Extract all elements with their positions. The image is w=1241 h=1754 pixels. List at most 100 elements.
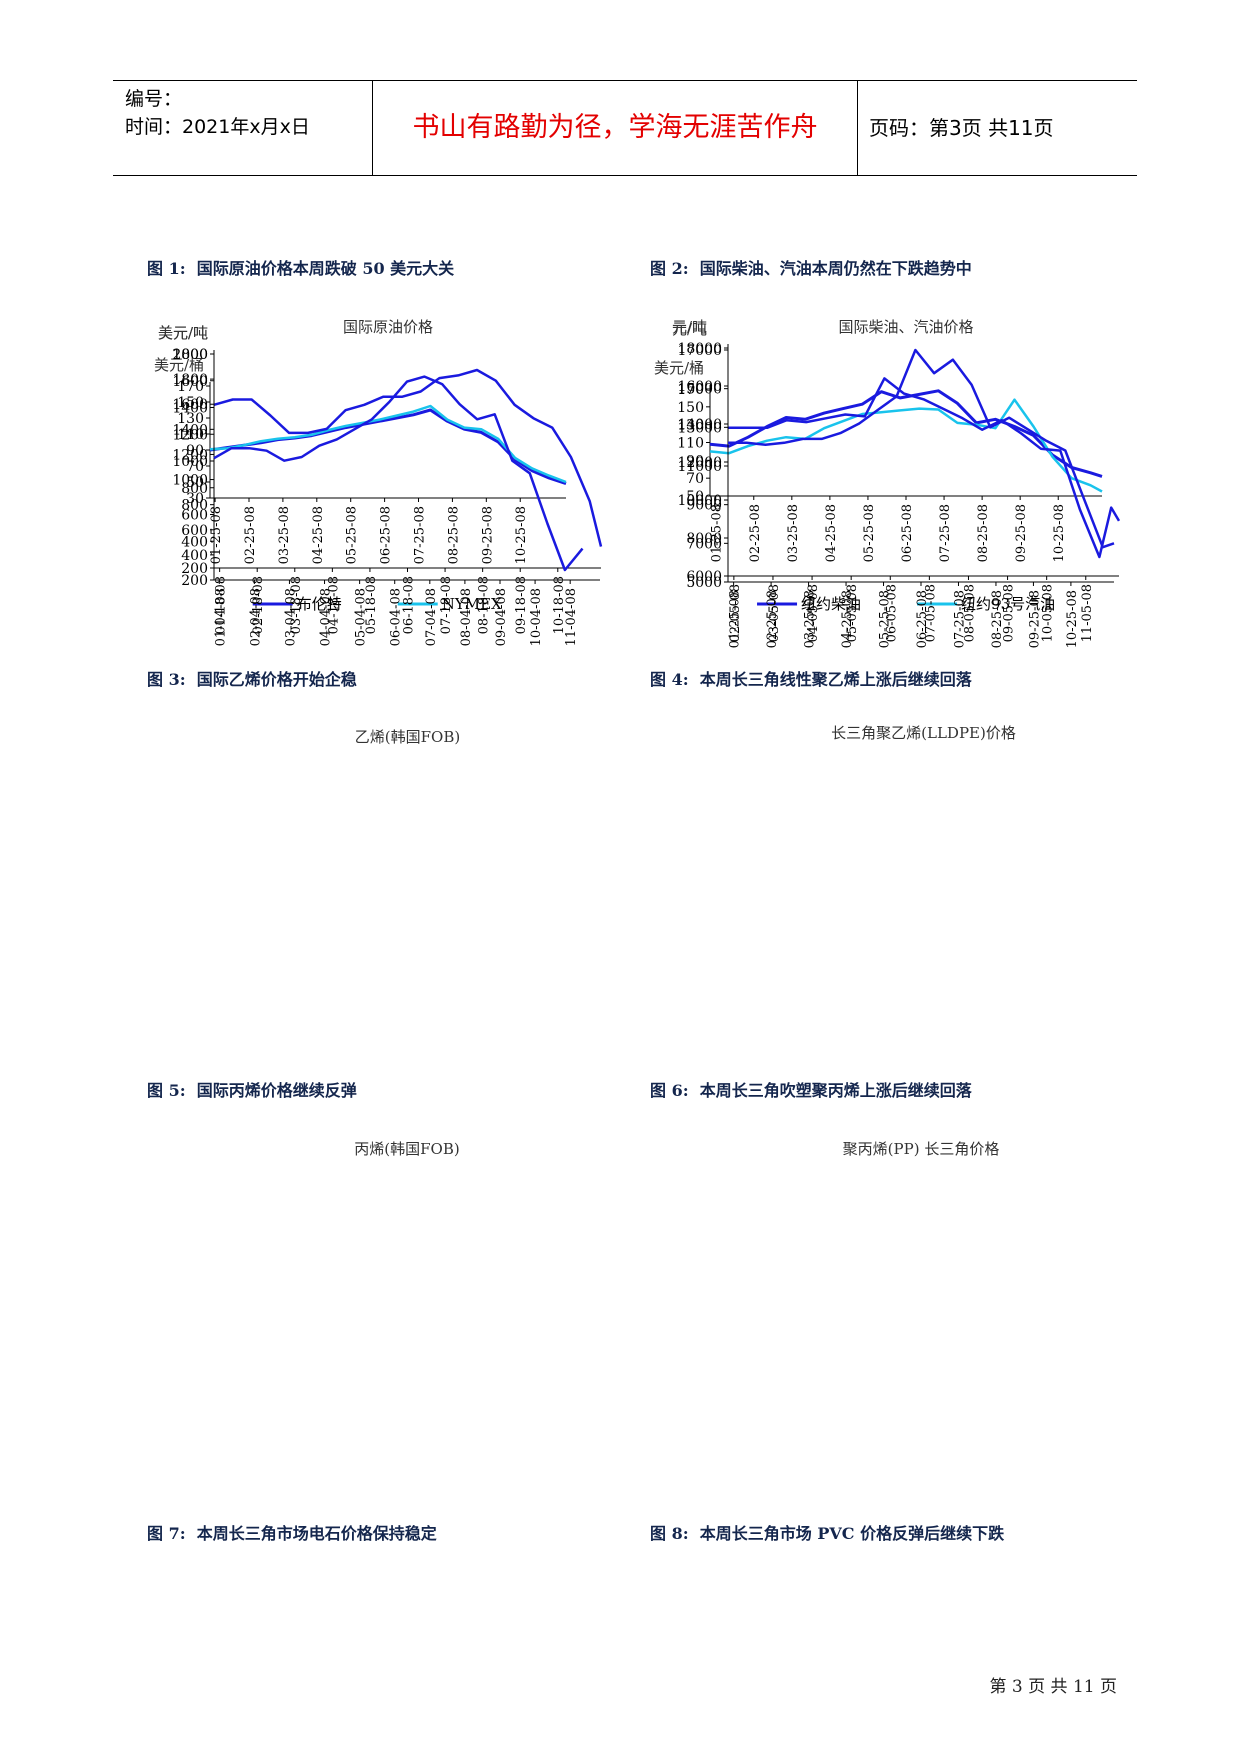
x-tick-label: 07-04-08 [424, 588, 439, 646]
x-tick-label: 01-04-08 [213, 588, 228, 646]
x-tick-label: 07-25-08 [413, 506, 428, 564]
figure-label: 图 6: [650, 1081, 689, 1100]
figure-caption: 图 6: 本周长三角吹塑聚丙烯上涨后继续回落 [650, 1077, 972, 1101]
x-tick-label: 05-18-08 [364, 576, 379, 634]
y-tick-label: 30 [186, 491, 204, 507]
x-tick-label: 11-04-08 [564, 588, 579, 646]
serial-label: 编号： [125, 88, 183, 110]
x-tick-label: 07-25-08 [938, 504, 953, 562]
x-tick-label: 04-18-08 [326, 576, 341, 634]
x-tick-label: 10-04-08 [529, 588, 544, 646]
y-tick-label: 90 [186, 443, 204, 459]
x-tick-label: 05-25-08 [878, 590, 893, 648]
chart-title: 丙烯(韩国FOB) [354, 1140, 459, 1158]
y-tick-label: 1000 [172, 473, 208, 489]
x-tick-label: 07-18-08 [439, 576, 454, 634]
header-divider [857, 81, 858, 175]
y-tick-label: 6000 [686, 569, 722, 585]
x-tick-label: 08-25-08 [990, 590, 1005, 648]
x-tick-label: 06-25-08 [915, 590, 930, 648]
y-tick-label: 9000 [686, 498, 722, 514]
y-tick-label: 17000 [677, 343, 722, 359]
chart-crude-oil: 国际原油价格 美元/桶 30 50 70 90 110 130 150 170 01-25-08 02… [120, 318, 570, 628]
y-tick-label: 1400 [172, 422, 208, 438]
figure-title: 本周长三角市场电石价格保持稳定 [196, 1524, 437, 1543]
x-tick-label: 06-04-08 [389, 588, 404, 646]
chart-lldpe: 长三角聚乙烯(LLDPE)价格 元/吨 6000 8000 10000 12000 1400… [620, 318, 1121, 1014]
figure-label: 图 1: [147, 259, 186, 278]
figure-title: 本周长三角线性聚乙烯上涨后继续回落 [699, 670, 972, 689]
x-tick-label: 03-25-08 [803, 590, 818, 648]
x-tick-label: 02-25-08 [765, 590, 780, 648]
y-tick-label: 14000 [677, 417, 722, 433]
chart-svg: 丙烯(韩国FOB)美元/吨200400600800100012001400160… [158, 324, 600, 1158]
x-tick-label: 06-18-08 [402, 576, 417, 634]
x-tick-label: 08-05-08 [962, 584, 977, 642]
x-tick-label: 04-04-08 [319, 588, 334, 646]
chart-svg: 乙烯(韩国FOB)美元/吨200400600800100012001400160… [158, 324, 603, 746]
x-tick-label: 01-25-08 [209, 506, 224, 564]
y-tick-label: 5000 [686, 575, 722, 591]
figure-title: 本周长三角市场 PVC 价格反弹后继续下跌 [699, 1524, 1005, 1543]
x-tick-label: 10-25-08 [1052, 504, 1067, 562]
x-tick-label: 01-25-08 [728, 590, 743, 648]
y-axis-label: 美元/吨 [158, 324, 208, 342]
y-tick-label: 1600 [172, 374, 208, 390]
x-tick-label: 05-25-08 [862, 504, 877, 562]
y-tick-label: 1600 [172, 397, 208, 413]
x-tick-label: 11-05-08 [1080, 584, 1095, 642]
x-tick-label: 06-25-08 [900, 504, 915, 562]
chart-title: 国际柴油、汽油价格 [838, 318, 973, 336]
y-tick-label: 170 [177, 379, 204, 395]
x-tick-label: 02-18-08 [251, 576, 266, 634]
series-line [709, 389, 1103, 478]
y-tick-label: 600 [181, 523, 208, 539]
y-axis-label: 美元/桶 [154, 356, 204, 374]
figure-caption: 图 3: 国际乙烯价格开始企稳 [147, 666, 357, 690]
y-axis-label: 美元/吨 [158, 324, 208, 342]
y-tick-label: 18000 [677, 341, 722, 357]
series-line [728, 348, 1115, 549]
y-tick-label: 1400 [172, 401, 208, 417]
chart-title: 长三角聚乙烯(LLDPE)价格 [831, 724, 1016, 742]
y-tick-label: 1800 [172, 347, 208, 363]
figure-label: 图 4: [650, 670, 689, 689]
y-tick-label: 50 [686, 489, 704, 505]
y-tick-label: 200 [181, 561, 208, 577]
y-tick-label: 800 [181, 481, 208, 497]
x-tick-label: 08-04-08 [459, 588, 474, 646]
x-tick-label: 09-25-08 [1014, 504, 1029, 562]
figure-caption: 图 4: 本周长三角线性聚乙烯上涨后继续回落 [650, 666, 972, 690]
y-tick-label: 13000 [677, 420, 722, 436]
y-axis-label: 美元/桶 [654, 359, 704, 377]
y-tick-label: 11000 [677, 459, 722, 475]
y-tick-label: 110 [677, 436, 704, 452]
y-tick-label: 1800 [172, 372, 208, 388]
x-tick-label: 05-04-08 [354, 588, 369, 646]
x-tick-label: 08-18-08 [477, 576, 492, 634]
x-tick-label: 09-25-08 [1027, 590, 1042, 648]
y-tick-label: 130 [177, 411, 204, 427]
time-label: 时间：2021年x月x日 [125, 116, 310, 138]
x-tick-label: 03-18-08 [289, 576, 304, 634]
x-tick-label: 01-18-08 [214, 576, 229, 634]
y-tick-label: 12000 [677, 455, 722, 471]
y-tick-label: 150 [677, 400, 704, 416]
x-tick-label: 09-18-08 [514, 576, 529, 634]
y-tick-label: 50 [186, 475, 204, 491]
figure-caption: 图 1: 国际原油价格本周跌破 50 美元大关 [147, 255, 454, 279]
chart-title: 国际原油价格 [343, 318, 433, 336]
y-tick-label: 170 [677, 382, 704, 398]
x-tick-label: 10-18-08 [552, 576, 567, 634]
x-tick-label: 06-25-08 [379, 506, 394, 564]
figure-label: 图 5: [147, 1081, 186, 1100]
series-line [728, 377, 1121, 559]
y-tick-label: 2000 [172, 347, 208, 363]
header-meta: 编号： 时间：2021年x月x日 [125, 85, 385, 141]
figure-title: 国际原油价格本周跌破 50 美元大关 [196, 259, 455, 278]
x-tick-label: 02-25-08 [748, 504, 763, 562]
x-tick-label: 07-25-08 [952, 590, 967, 648]
x-tick-label: 04-25-08 [824, 504, 839, 562]
x-tick-label: 03-05-08 [767, 584, 782, 642]
